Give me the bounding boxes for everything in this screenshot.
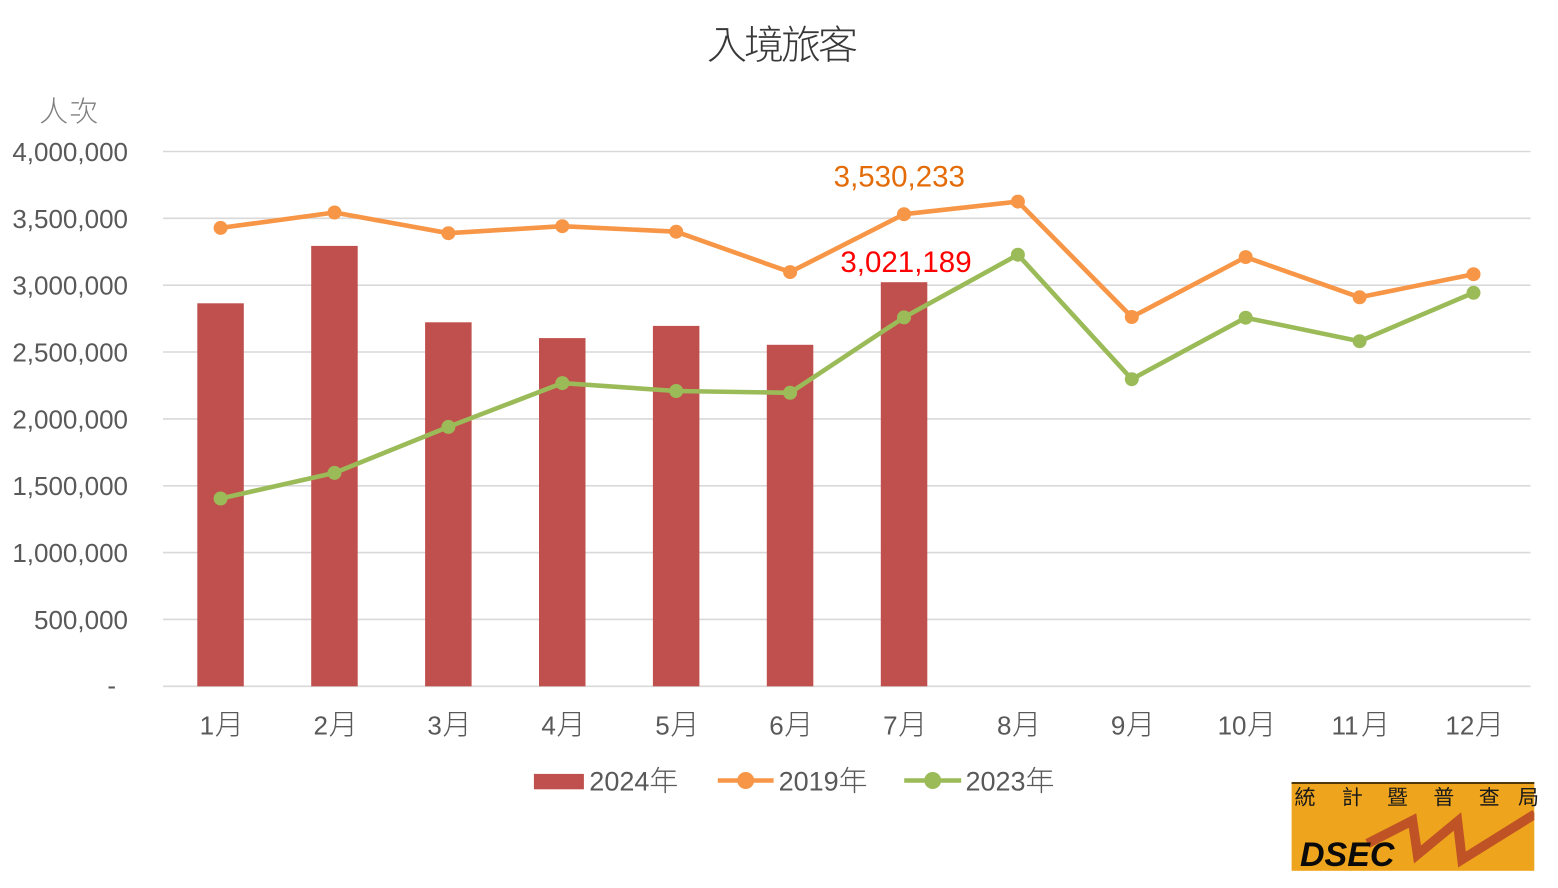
svg-text:3: 3 <box>427 711 441 741</box>
svg-text:2: 2 <box>314 711 328 741</box>
svg-text:5: 5 <box>655 711 669 741</box>
svg-text:2019: 2019 <box>779 767 839 797</box>
svg-text:1,500,000: 1,500,000 <box>12 471 128 501</box>
svg-text:DSEC: DSEC <box>1300 836 1395 874</box>
svg-text:2024: 2024 <box>589 767 649 797</box>
svg-text:7: 7 <box>883 711 897 741</box>
svg-text:6: 6 <box>769 711 783 741</box>
svg-text:4,000,000: 4,000,000 <box>12 137 128 167</box>
svg-text:2023: 2023 <box>966 767 1026 797</box>
svg-text:11: 11 <box>1332 711 1359 741</box>
svg-text:1: 1 <box>200 711 214 741</box>
svg-text:3,500,000: 3,500,000 <box>12 204 128 234</box>
svg-text:12: 12 <box>1445 711 1474 741</box>
svg-text:10: 10 <box>1218 711 1247 741</box>
svg-text:3,000,000: 3,000,000 <box>12 271 128 301</box>
svg-text:2,500,000: 2,500,000 <box>12 338 128 368</box>
svg-text:8: 8 <box>997 711 1011 741</box>
svg-text:4: 4 <box>541 711 555 741</box>
svg-text:-: - <box>107 671 116 701</box>
svg-text:1,000,000: 1,000,000 <box>12 538 128 568</box>
svg-text:3,530,233: 3,530,233 <box>834 160 965 193</box>
svg-text:9: 9 <box>1111 711 1125 741</box>
svg-text:2,000,000: 2,000,000 <box>12 404 128 434</box>
svg-text:3,021,189: 3,021,189 <box>840 246 971 279</box>
svg-text:500,000: 500,000 <box>34 605 128 635</box>
